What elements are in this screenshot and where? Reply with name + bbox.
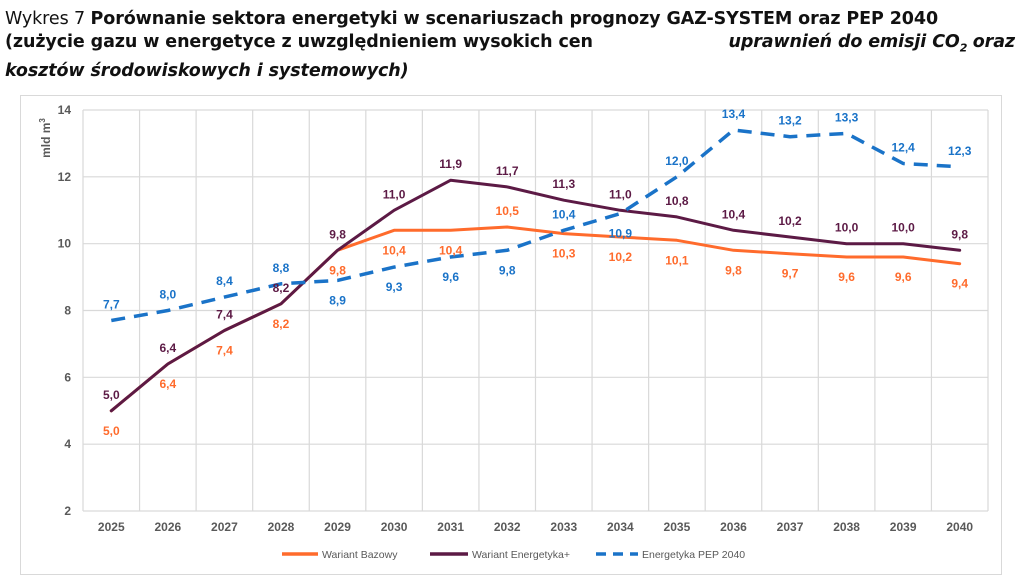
data-label: 12,3 — [948, 144, 972, 158]
data-label: 8,2 — [273, 317, 290, 331]
x-tick-label: 2036 — [720, 520, 747, 534]
x-tick-label: 2031 — [437, 520, 464, 534]
y-tick-label: 10 — [58, 237, 72, 251]
data-label: 9,3 — [386, 280, 403, 294]
data-label: 5,0 — [103, 388, 120, 402]
y-tick-label: 2 — [64, 504, 71, 518]
x-axis-ticks: 2025 2026 2027 2028 2029 2030 2031 2032 2033 2034… — [98, 520, 973, 534]
legend-item: Wariant Bazowy — [282, 549, 398, 561]
x-tick-label: 2029 — [324, 520, 351, 534]
data-labels: 5,0 6,4 7,4 8,2 9,8 10,4 10,4 10,5 10,3 10,2 10,1 9… — [103, 107, 972, 438]
data-label: 10,1 — [665, 253, 689, 267]
title-subscript: 2 — [959, 41, 968, 55]
data-label: 12,4 — [891, 140, 915, 154]
data-label: 12,0 — [665, 154, 689, 168]
y-tick-label: 14 — [58, 103, 72, 117]
data-label: 10,4 — [552, 207, 576, 221]
data-label: 11,7 — [496, 164, 519, 178]
title-subtitle-part-a: (zużycie gazu w energetyce z uwzględnien… — [5, 32, 593, 52]
data-label: 10,0 — [835, 221, 859, 235]
y-axis-label: mld m3 — [38, 118, 53, 158]
data-label: 11,3 — [552, 177, 575, 191]
data-label: 5,0 — [103, 424, 120, 438]
data-label: 11,0 — [383, 187, 406, 201]
chart-title-block: Wykres 7 Porównanie sektora energetyki w… — [5, 8, 1015, 83]
chart-frame — [20, 95, 1002, 575]
x-tick-label: 2039 — [890, 520, 917, 534]
legend-item: Energetyka PEP 2040 — [596, 549, 745, 561]
x-tick-label: 2032 — [494, 520, 521, 534]
data-label: 10,4 — [439, 243, 463, 257]
series-lines — [109, 128, 962, 413]
data-label: 9,8 — [329, 263, 346, 277]
x-tick-label: 2040 — [946, 520, 973, 534]
y-tick-label: 6 — [64, 370, 71, 384]
figure-number: Wykres 7 — [5, 9, 86, 29]
data-label: 9,6 — [895, 270, 912, 284]
data-label: 10,8 — [665, 194, 689, 208]
legend-item: Wariant Energetyka+ — [430, 549, 570, 561]
data-label: 8,9 — [329, 293, 346, 307]
data-label: 10,0 — [891, 221, 915, 235]
data-label: 7,4 — [216, 344, 233, 358]
data-label: 13,3 — [835, 110, 859, 124]
data-label: 9,6 — [838, 270, 855, 284]
data-label: 8,8 — [273, 261, 290, 275]
legend-label: Wariant Energetyka+ — [472, 549, 570, 561]
data-label: 8,4 — [216, 274, 233, 288]
x-tick-label: 2028 — [268, 520, 295, 534]
x-tick-label: 2037 — [777, 520, 804, 534]
title-line-1: Wykres 7 Porównanie sektora energetyki w… — [5, 8, 1015, 31]
data-label: 9,8 — [951, 227, 968, 241]
data-label: 11,0 — [609, 187, 632, 201]
data-label: 8,0 — [160, 288, 177, 302]
x-tick-label: 2027 — [211, 520, 238, 534]
x-tick-label: 2033 — [550, 520, 577, 534]
data-label: 9,8 — [725, 263, 742, 277]
y-tick-label: 8 — [64, 304, 71, 318]
x-tick-label: 2035 — [664, 520, 691, 534]
x-tick-label: 2030 — [381, 520, 408, 534]
data-label: 6,4 — [160, 377, 177, 391]
data-label: 10,5 — [496, 204, 520, 218]
data-label: 11,9 — [439, 157, 462, 171]
legend: Wariant Bazowy Wariant Energetyka+ Energet… — [282, 549, 745, 561]
figure-title: Porównanie sektora energetyki w scenariu… — [90, 9, 939, 29]
legend-label: Energetyka PEP 2040 — [642, 549, 745, 561]
y-tick-label: 4 — [64, 437, 71, 451]
data-label: 10,3 — [552, 247, 576, 261]
y-axis-ticks: 2 4 6 8 10 12 14 — [58, 103, 72, 518]
data-label: 13,2 — [778, 114, 802, 128]
title-line-2: (zużycie gazu w energetyce z uwzględnien… — [5, 31, 1015, 60]
data-label: 9,6 — [442, 270, 459, 284]
data-label: 10,2 — [609, 250, 633, 264]
data-label: 10,9 — [609, 227, 633, 241]
data-label: 10,2 — [778, 214, 802, 228]
data-label: 13,4 — [722, 107, 746, 121]
series-line-energetyka-pep-2040 — [110, 128, 960, 323]
x-tick-label: 2038 — [833, 520, 860, 534]
data-label: 9,4 — [951, 277, 968, 291]
data-label: 10,4 — [382, 243, 406, 257]
data-label: 9,8 — [499, 263, 516, 277]
data-label: 9,7 — [782, 267, 799, 281]
data-label: 9,8 — [329, 227, 346, 241]
legend-label: Wariant Bazowy — [322, 549, 398, 561]
x-tick-label: 2034 — [607, 520, 634, 534]
x-tick-label: 2026 — [154, 520, 181, 534]
title-line-3: kosztów środowiskowych i systemowych) — [5, 60, 1015, 83]
data-label: 8,2 — [273, 281, 290, 295]
data-label: 10,4 — [722, 207, 746, 221]
y-tick-label: 12 — [58, 170, 72, 184]
title-subtitle-part-d: kosztów środowiskowych i systemowych) — [5, 60, 409, 81]
grid — [82, 109, 989, 512]
title-subtitle-part-c: oraz — [972, 32, 1015, 52]
data-label: 6,4 — [160, 341, 177, 355]
title-subtitle-part-b: uprawnień do emisji CO — [728, 32, 960, 52]
series-line-wariant-energetyka- — [109, 178, 962, 413]
data-label: 7,7 — [103, 298, 120, 312]
x-tick-label: 2025 — [98, 520, 125, 534]
data-label: 7,4 — [216, 308, 233, 322]
